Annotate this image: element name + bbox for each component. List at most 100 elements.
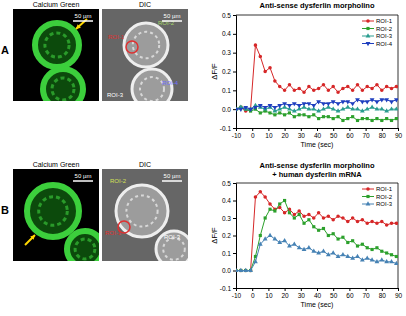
data-point — [306, 106, 311, 110]
tick-mark — [233, 72, 236, 73]
data-point — [317, 229, 320, 232]
data-point — [394, 261, 398, 265]
figure: ACalcium Green50 µmDICROI-1ROI-2ROI-3ROI… — [0, 0, 406, 316]
tick-label: 0 — [251, 132, 255, 139]
data-point — [317, 211, 321, 215]
tick-label: 80 — [379, 132, 387, 139]
data-point — [292, 108, 297, 112]
tick-label: 0.0 — [222, 106, 231, 113]
data-point — [306, 102, 311, 106]
tick-label: 10 — [265, 292, 273, 299]
chart-title: Anti-sense dysferlin morpholino — [259, 1, 374, 10]
data-point — [268, 233, 273, 237]
tick-mark — [301, 128, 302, 131]
roi-label: ROI-1 — [105, 230, 122, 236]
fiber-texture — [126, 195, 157, 226]
data-point — [360, 257, 365, 261]
scale-bar — [73, 180, 93, 182]
data-point — [236, 108, 238, 112]
data-point — [264, 216, 267, 219]
data-point — [380, 220, 384, 224]
panel-label: B — [1, 204, 9, 216]
tick-label: 90 — [395, 292, 403, 299]
data-point — [331, 100, 336, 104]
tick-mark — [333, 128, 334, 131]
data-point — [351, 216, 355, 220]
data-point — [312, 225, 315, 228]
data-point — [379, 106, 384, 110]
data-point — [316, 108, 321, 112]
data-point — [375, 259, 380, 263]
tick: 10 — [265, 128, 273, 139]
data-point — [390, 221, 394, 225]
data-point — [389, 106, 394, 110]
tick-label: 0.2 — [222, 232, 231, 239]
data-point — [283, 199, 286, 202]
data-point — [298, 213, 301, 216]
legend: ROI-1ROI-2ROI-3 — [362, 186, 393, 207]
tick-label: 0.0 — [222, 267, 231, 274]
data-point — [321, 102, 326, 106]
data-point — [238, 108, 243, 112]
data-point — [268, 104, 273, 108]
data-point — [380, 250, 383, 253]
data-point — [288, 211, 291, 214]
data-point — [336, 214, 340, 218]
data-point — [370, 220, 374, 224]
data-point — [248, 108, 253, 112]
data-point — [297, 104, 302, 108]
tick-mark — [398, 128, 399, 131]
tick-label: 30 — [298, 292, 306, 299]
tick-mark — [233, 183, 236, 184]
data-point — [385, 117, 388, 120]
tick: 0.1 — [222, 250, 236, 257]
data-point — [292, 241, 297, 245]
data-point — [336, 90, 340, 94]
data-point — [302, 222, 305, 225]
x-axis-title: Time (sec) — [301, 141, 334, 149]
data-point — [390, 87, 394, 91]
frame — [236, 183, 398, 184]
tick-mark — [233, 128, 236, 129]
tick-mark — [301, 288, 302, 291]
data-point — [385, 251, 388, 254]
tick-label: 90 — [395, 132, 403, 139]
data-point — [322, 83, 326, 87]
data-point — [321, 106, 326, 110]
data-point — [278, 111, 281, 114]
tick-mark — [233, 34, 236, 35]
data-point — [307, 218, 310, 221]
series-line — [236, 107, 396, 120]
data-point — [389, 259, 394, 263]
data-point — [375, 221, 379, 225]
data-point — [244, 269, 248, 273]
tick: 0.3 — [222, 215, 236, 222]
data-point — [253, 259, 258, 263]
tick-mark — [233, 109, 236, 110]
data-point — [277, 104, 282, 108]
tick-label: -10 — [232, 292, 242, 299]
frame — [398, 15, 399, 128]
data-point — [278, 202, 281, 205]
tick-label: 0.4 — [222, 197, 231, 204]
data-point — [341, 100, 346, 104]
data-point — [239, 269, 243, 273]
data-point — [302, 90, 306, 94]
frame — [398, 183, 399, 288]
data-point — [283, 113, 286, 116]
tick-label: 0.3 — [222, 215, 231, 222]
fiber-inner — [45, 33, 69, 57]
data-point — [322, 115, 325, 118]
data-point — [283, 89, 287, 93]
data-point — [395, 117, 398, 120]
legend-marker — [366, 195, 369, 198]
data-point — [321, 248, 326, 252]
tick-mark — [268, 288, 269, 291]
tick-label: 50 — [330, 292, 338, 299]
data-point — [288, 111, 291, 114]
tick: 20 — [281, 128, 289, 139]
fiber-texture — [163, 238, 185, 260]
legend-marker — [366, 27, 369, 30]
tick-label: -0.1 — [220, 285, 232, 292]
data-point — [273, 79, 277, 83]
